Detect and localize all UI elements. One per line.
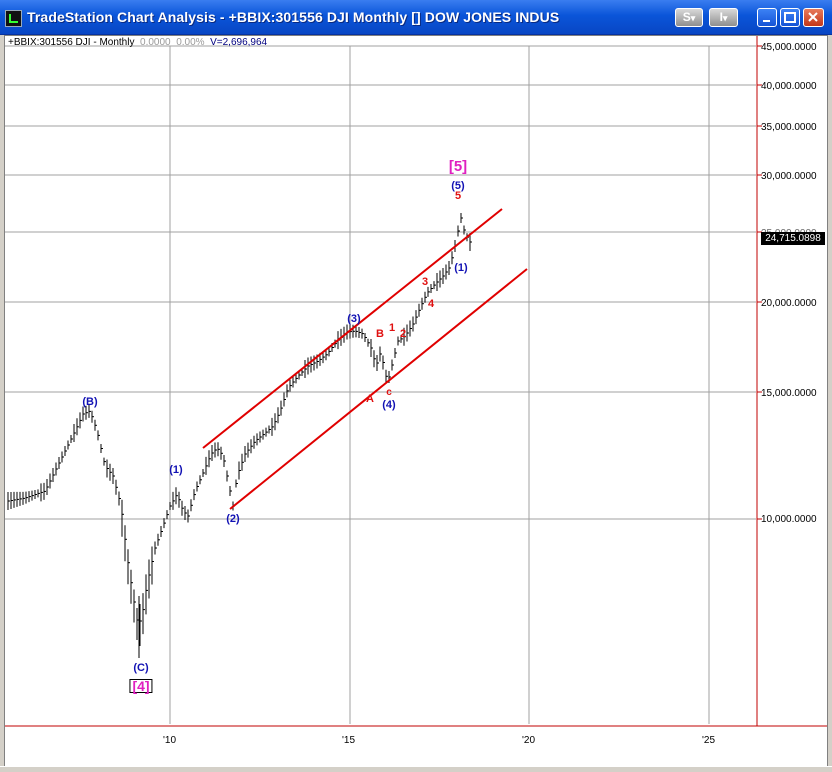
price-label-10000: 10,000.0000 — [761, 514, 817, 525]
horizontal-scrollbar[interactable] — [0, 766, 832, 772]
price-label-40000: 40,000.0000 — [761, 81, 817, 92]
time-label-2010: '10 — [163, 735, 177, 746]
price-label-15000: 15,000.0000 — [761, 388, 817, 399]
time-label-2015: '15 — [342, 735, 356, 746]
tradestation-app-icon[interactable] — [5, 10, 22, 27]
minimize-icon — [763, 20, 770, 22]
window-title: TradeStation Chart Analysis - +BBIX:3015… — [27, 9, 560, 25]
wave-label-red-5: 5 — [454, 190, 462, 202]
close-button[interactable] — [803, 8, 824, 27]
channel-lower-line — [229, 268, 528, 510]
volume-readout: V=2,696,964 — [210, 37, 268, 48]
net-change-pct: 0.00% — [176, 37, 205, 48]
wave-label-5-box: [5] — [448, 158, 468, 175]
s-menu-button[interactable]: S▾ — [675, 8, 703, 27]
time-label-2020: '20 — [522, 735, 536, 746]
price-label-45000: 45,000.0000 — [761, 42, 817, 53]
title-bar[interactable]: TradeStation Chart Analysis - +BBIX:3015… — [0, 0, 832, 35]
price-chart[interactable] — [5, 36, 827, 767]
wave-label-red-4: 4 — [427, 298, 435, 310]
time-label-2025: '25 — [702, 735, 716, 746]
price-label-30000: 30,000.0000 — [761, 171, 817, 182]
wave-label-2: (2) — [226, 513, 240, 525]
minimize-button[interactable] — [757, 8, 777, 27]
wave-label-red-2: 2 — [399, 328, 407, 340]
maximize-button[interactable] — [780, 8, 800, 27]
wave-label-1-new: (1) — [454, 262, 468, 274]
wave-label-4: (4) — [382, 399, 396, 411]
channel-upper-line — [202, 208, 503, 449]
chart-area[interactable]: +BBIX:301556 DJI - Monthly 0.0000 0.00% … — [4, 35, 828, 768]
price-label-35000: 35,000.0000 — [761, 122, 817, 133]
wave-label-B: (B) — [82, 396, 98, 408]
wave-label-1: (1) — [169, 464, 183, 476]
i-menu-button[interactable]: I▾ — [709, 8, 738, 27]
chevron-down-icon: ▾ — [690, 13, 696, 23]
maximize-icon — [784, 12, 796, 23]
price-label-20000: 20,000.0000 — [761, 298, 817, 309]
wave-label-5: (5) — [451, 180, 465, 192]
wave-label-red-3: 3 — [421, 276, 429, 288]
wave-label-3: (3) — [347, 313, 361, 325]
wave-label-red-1: 1 — [388, 322, 396, 334]
close-icon — [808, 12, 818, 22]
wave-label-A: A — [366, 393, 374, 405]
symbol-label: +BBIX:301556 DJI - Monthly — [8, 37, 135, 48]
chevron-down-icon: ▾ — [722, 13, 728, 23]
wave-label-red-B: B — [376, 328, 384, 340]
wave-label-C: (C) — [133, 662, 149, 674]
chart-header: +BBIX:301556 DJI - Monthly 0.0000 0.00% … — [8, 37, 267, 48]
wave-label-4-box: [4] — [129, 679, 153, 693]
last-price-marker: 24,715.0898 — [761, 232, 825, 245]
wave-label-c: c — [386, 387, 392, 398]
net-change: 0.0000 — [140, 37, 171, 48]
